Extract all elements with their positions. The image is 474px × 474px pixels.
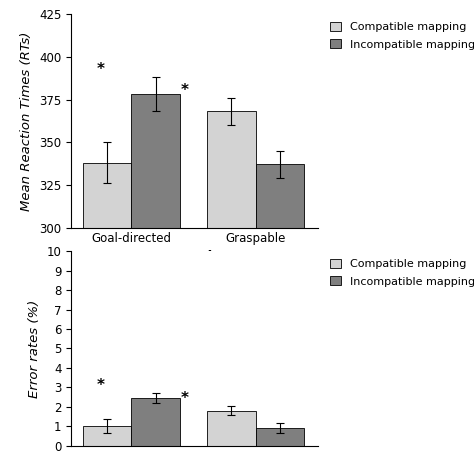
Legend: Compatible mapping, Incompatible mapping: Compatible mapping, Incompatible mapping <box>328 257 474 289</box>
Bar <box>255 428 304 446</box>
Bar <box>83 163 131 474</box>
X-axis label: Instructions: Instructions <box>149 249 239 263</box>
Bar <box>131 94 180 474</box>
Bar <box>83 426 131 446</box>
Legend: Compatible mapping, Incompatible mapping: Compatible mapping, Incompatible mapping <box>328 20 474 52</box>
Bar <box>131 398 180 446</box>
Bar <box>207 410 255 446</box>
Bar <box>207 111 255 474</box>
Bar <box>255 164 304 474</box>
Text: *: * <box>181 391 189 406</box>
Text: *: * <box>181 83 189 98</box>
Y-axis label: Error rates (%): Error rates (%) <box>28 299 41 398</box>
Text: *: * <box>96 377 104 392</box>
Text: *: * <box>96 63 104 77</box>
Y-axis label: Mean Reaction Times (RTs): Mean Reaction Times (RTs) <box>20 31 34 210</box>
